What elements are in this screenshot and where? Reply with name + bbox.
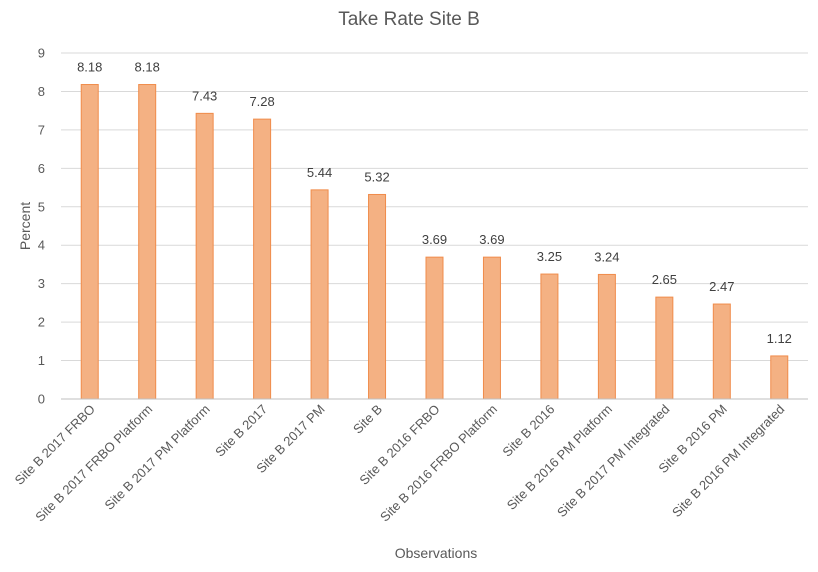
category-label: Site B 2016 PM Integrated [669, 402, 787, 520]
category-label: Site B 2016 PM Platform [504, 402, 615, 513]
bar [310, 189, 329, 400]
y-tick-label: 7 [38, 122, 45, 137]
category-label: Site B 2017 PM Platform [102, 402, 213, 513]
category-label: Site B 2017 PM Integrated [554, 402, 672, 520]
y-tick-label: 4 [38, 238, 45, 253]
data-labels: 8.18 8.18 7.43 7.28 5.44 5.32 3.69 3.69 3.25 3.24… [77, 60, 792, 346]
bar [80, 84, 99, 400]
data-label: 7.43 [192, 88, 217, 103]
gridlines [61, 52, 808, 362]
x-axis-title: Observations [395, 545, 477, 561]
bars [80, 84, 789, 400]
data-label: 2.47 [709, 279, 734, 294]
data-label: 7.28 [249, 94, 274, 109]
y-tick-label: 6 [38, 161, 45, 176]
data-label: 2.65 [652, 272, 677, 287]
y-axis-title: Percent [17, 202, 33, 250]
bar [253, 118, 272, 400]
chart-title: Take Rate Site B [338, 9, 480, 30]
data-label: 3.24 [594, 249, 619, 264]
bar [655, 296, 674, 400]
bar [770, 355, 789, 400]
category-label: Site B 2016 [499, 402, 557, 460]
bar [368, 193, 387, 400]
data-label: 3.25 [537, 249, 562, 264]
data-label: 1.12 [767, 331, 792, 346]
category-label: Site B 2016 FRBO Platform [377, 402, 500, 525]
data-label: 5.44 [307, 165, 332, 180]
y-tick-label: 8 [38, 84, 45, 99]
data-label: 8.18 [77, 60, 102, 75]
bar [425, 256, 444, 400]
bar [138, 84, 157, 400]
bar [195, 112, 214, 400]
y-axis-ticks: 0 1 2 3 4 5 6 7 8 9 [38, 46, 45, 407]
y-tick-label: 9 [38, 46, 45, 61]
data-label: 8.18 [135, 60, 160, 75]
category-label: Site B [350, 402, 385, 437]
category-label: Site B 2017 FRBO Platform [32, 402, 155, 525]
data-label: 3.69 [479, 232, 504, 247]
y-tick-label: 0 [38, 392, 45, 407]
bar [597, 273, 616, 400]
data-label: 3.69 [422, 232, 447, 247]
y-tick-label: 5 [38, 199, 45, 214]
y-tick-label: 3 [38, 276, 45, 291]
bar [712, 303, 731, 400]
bar [482, 256, 501, 400]
bar [540, 273, 559, 400]
data-label: 5.32 [364, 169, 389, 184]
y-tick-label: 2 [38, 315, 45, 330]
category-label: Site B 2017 [212, 402, 270, 460]
y-tick-label: 1 [38, 353, 45, 368]
